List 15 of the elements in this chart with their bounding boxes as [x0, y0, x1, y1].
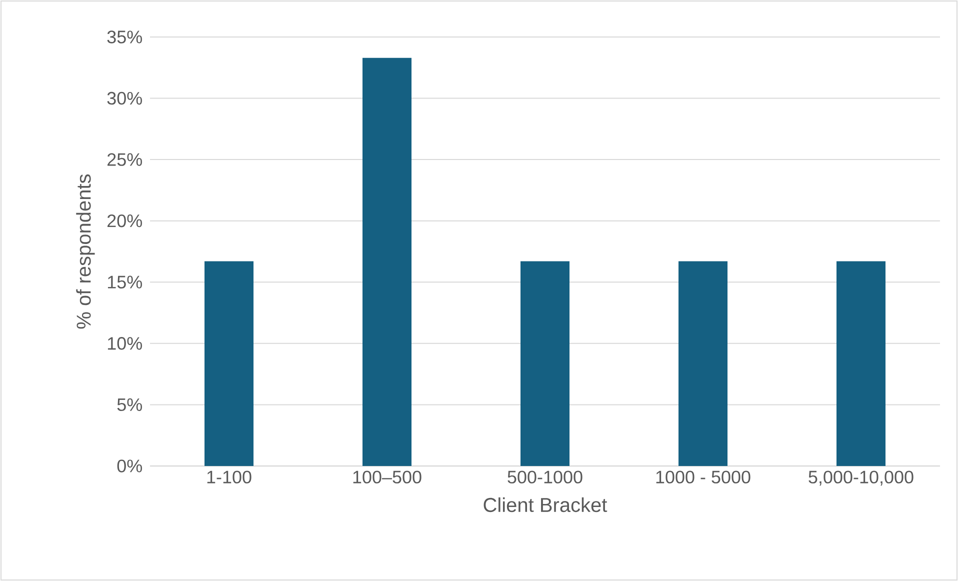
y-tick-label: 25% [108, 153, 142, 166]
x-tick-label: 100–500 [353, 470, 422, 484]
x-tick-label: 1000 - 5000 [656, 470, 750, 484]
y-tick-label: 35% [107, 30, 142, 44]
y-tick-label: 5% [117, 398, 142, 412]
y-tick-label: 15% [108, 276, 142, 288]
x-axis-title: Client Bracket [484, 497, 608, 512]
y-tick-label: 20% [108, 214, 142, 228]
x-tick-label: 5,000-10,000 [808, 470, 914, 486]
x-tick-label: 500-1000 [508, 470, 582, 484]
x-tick-label: 1-100 [207, 470, 252, 484]
y-tick-label: 0% [117, 460, 142, 472]
y-tick-label: 30% [107, 92, 142, 105]
y-axis-title: % of respondents [76, 174, 95, 329]
y-tick-label: 10% [108, 337, 142, 350]
